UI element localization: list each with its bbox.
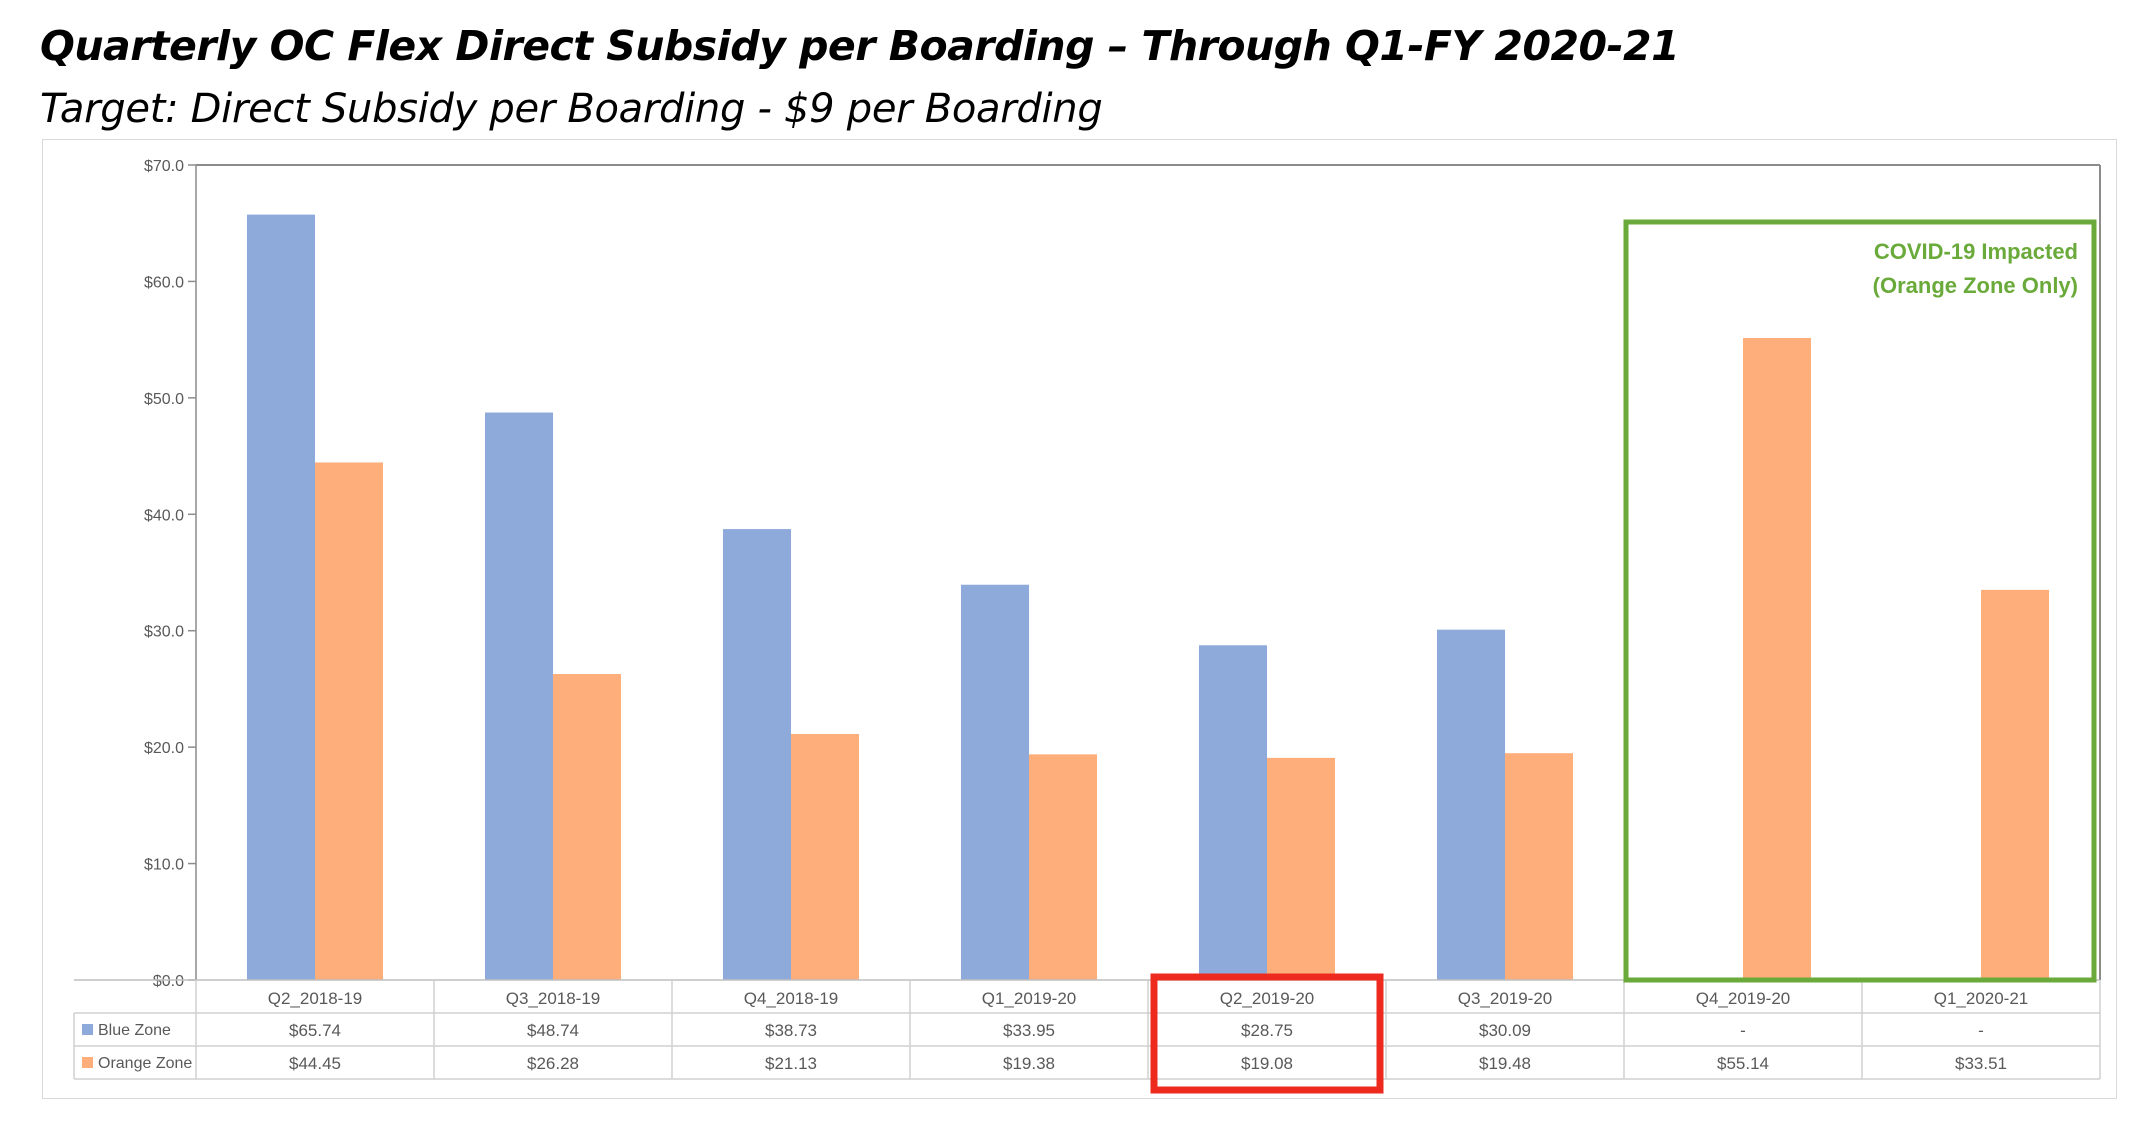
x-category-label: Q1_2020-21 bbox=[1934, 989, 2029, 1008]
orange-zone-data-label: $26.28 bbox=[527, 1054, 579, 1073]
covid-annotation-line2: (Orange Zone Only) bbox=[1873, 273, 2078, 298]
y-tick-label: $40.0 bbox=[144, 507, 184, 524]
page-title: Quarterly OC Flex Direct Subsidy per Boa… bbox=[40, 22, 1680, 70]
y-tick-label: $0.0 bbox=[153, 973, 184, 990]
blue-zone-legend-swatch bbox=[82, 1024, 93, 1035]
blue-zone-legend-label: Blue Zone bbox=[98, 1022, 171, 1039]
x-category-label: Q4_2019-20 bbox=[1696, 989, 1791, 1008]
orange-zone-data-label: $44.45 bbox=[289, 1054, 341, 1073]
y-tick-label: $20.0 bbox=[144, 740, 184, 757]
orange-zone-bar bbox=[1029, 754, 1097, 980]
x-category-label: Q4_2018-19 bbox=[744, 989, 839, 1008]
blue-zone-data-label: $65.74 bbox=[289, 1021, 341, 1040]
blue-zone-bar bbox=[485, 412, 553, 981]
orange-zone-data-label: $21.13 bbox=[765, 1054, 817, 1073]
highlight-box bbox=[1150, 973, 1384, 1094]
x-category-label: Q2_2019-20 bbox=[1220, 989, 1315, 1008]
orange-zone-bar bbox=[1981, 589, 2049, 980]
blue-zone-data-label: - bbox=[1978, 1021, 1984, 1040]
blue-zone-bar bbox=[247, 214, 315, 980]
covid-impacted-box bbox=[1623, 219, 2097, 983]
orange-zone-bar bbox=[1267, 757, 1335, 980]
orange-zone-data-label: $55.14 bbox=[1717, 1054, 1769, 1073]
y-tick-label: $70.0 bbox=[144, 158, 184, 175]
y-tick-label: $30.0 bbox=[144, 624, 184, 641]
y-tick-label: $10.0 bbox=[144, 857, 184, 874]
blue-zone-bar bbox=[1437, 629, 1505, 980]
blue-zone-data-label: - bbox=[1740, 1021, 1746, 1040]
blue-zone-data-label: $30.09 bbox=[1479, 1021, 1531, 1040]
orange-zone-bar bbox=[791, 733, 859, 980]
y-tick-label: $50.0 bbox=[144, 391, 184, 408]
x-category-label: Q3_2019-20 bbox=[1458, 989, 1553, 1008]
x-category-label: Q3_2018-19 bbox=[506, 989, 601, 1008]
orange-zone-bar bbox=[553, 674, 621, 980]
orange-zone-legend-swatch bbox=[82, 1057, 93, 1068]
blue-zone-data-label: $48.74 bbox=[527, 1021, 579, 1040]
orange-zone-bar bbox=[1505, 753, 1573, 980]
orange-zone-legend-label: Orange Zone bbox=[98, 1055, 192, 1072]
blue-zone-data-label: $38.73 bbox=[765, 1021, 817, 1040]
orange-zone-bar bbox=[1743, 338, 1811, 981]
orange-zone-data-label: $19.38 bbox=[1003, 1054, 1055, 1073]
y-tick-label: $60.0 bbox=[144, 274, 184, 291]
blue-zone-bar bbox=[1199, 645, 1267, 980]
x-category-label: Q2_2018-19 bbox=[268, 989, 363, 1008]
covid-annotation-line1: COVID-19 Impacted bbox=[1874, 239, 2078, 264]
orange-zone-bar bbox=[315, 462, 383, 981]
blue-zone-data-label: $28.75 bbox=[1241, 1021, 1293, 1040]
chart-frame bbox=[42, 139, 2117, 1099]
blue-zone-bar bbox=[961, 584, 1029, 980]
page-subtitle: Target: Direct Subsidy per Boarding - $9… bbox=[40, 86, 1103, 132]
x-category-label: Q1_2019-20 bbox=[982, 989, 1077, 1008]
orange-zone-data-label: $19.48 bbox=[1479, 1054, 1531, 1073]
orange-zone-data-label: $19.08 bbox=[1241, 1054, 1293, 1073]
blue-zone-data-label: $33.95 bbox=[1003, 1021, 1055, 1040]
blue-zone-bar bbox=[723, 529, 791, 980]
orange-zone-data-label: $33.51 bbox=[1955, 1054, 2007, 1073]
